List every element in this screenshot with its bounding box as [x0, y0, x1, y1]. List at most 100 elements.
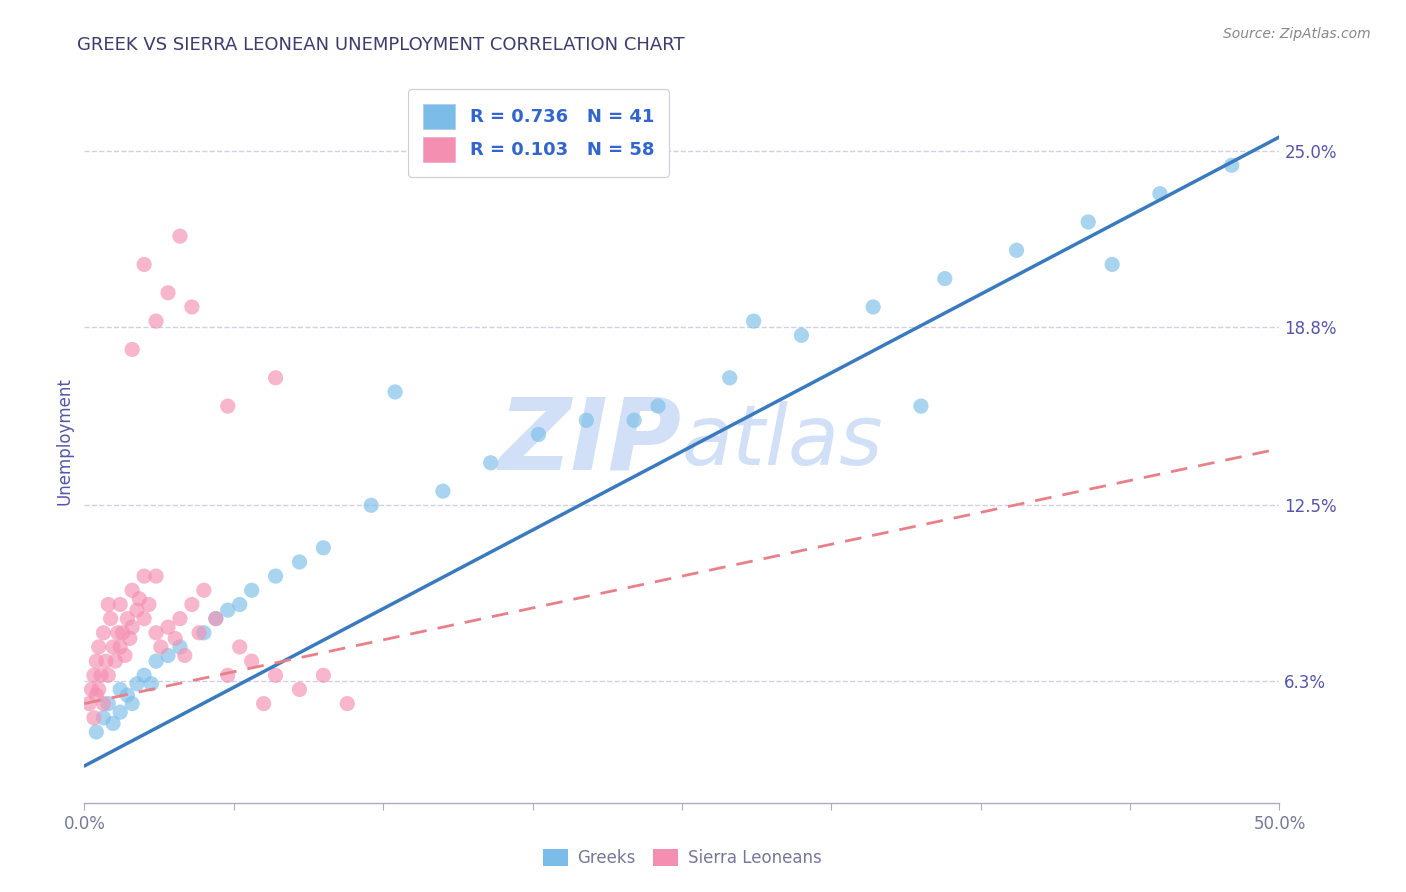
- Point: [181, 598, 204, 612]
- Point: [128, 591, 150, 606]
- Point: [934, 271, 956, 285]
- Point: [169, 229, 191, 244]
- Point: [114, 648, 136, 663]
- Point: [118, 632, 141, 646]
- Point: [121, 620, 143, 634]
- Point: [145, 314, 167, 328]
- Point: [132, 257, 156, 271]
- Point: [862, 300, 884, 314]
- Point: [87, 682, 110, 697]
- Point: [169, 612, 191, 626]
- Point: [110, 682, 132, 697]
- Point: [173, 648, 195, 663]
- Point: [132, 668, 156, 682]
- Point: [121, 697, 143, 711]
- Point: [93, 625, 115, 640]
- Point: [117, 612, 139, 626]
- Point: [138, 598, 160, 612]
- Point: [110, 705, 132, 719]
- Point: [264, 371, 287, 385]
- Point: [93, 711, 115, 725]
- Point: [264, 668, 287, 682]
- Point: [110, 640, 132, 654]
- Point: [1005, 244, 1028, 258]
- Point: [97, 697, 120, 711]
- Text: atlas: atlas: [682, 401, 883, 482]
- Point: [80, 682, 103, 697]
- Point: [312, 668, 335, 682]
- Point: [1149, 186, 1171, 201]
- Point: [132, 569, 156, 583]
- Point: [647, 399, 669, 413]
- Point: [111, 625, 134, 640]
- Point: [101, 640, 124, 654]
- Point: [229, 598, 252, 612]
- Point: [312, 541, 335, 555]
- Point: [110, 598, 132, 612]
- Point: [240, 654, 263, 668]
- Point: [145, 654, 167, 668]
- Point: [145, 625, 167, 640]
- Point: [718, 371, 741, 385]
- Point: [97, 668, 120, 682]
- Point: [288, 555, 311, 569]
- Point: [575, 413, 598, 427]
- Point: [165, 632, 187, 646]
- Point: [97, 598, 120, 612]
- Point: [101, 716, 124, 731]
- Point: [1220, 158, 1243, 172]
- Point: [193, 625, 215, 640]
- Point: [229, 640, 252, 654]
- Point: [145, 569, 167, 583]
- Text: GREEK VS SIERRA LEONEAN UNEMPLOYMENT CORRELATION CHART: GREEK VS SIERRA LEONEAN UNEMPLOYMENT COR…: [77, 36, 685, 54]
- Point: [217, 668, 239, 682]
- Legend: Greeks, Sierra Leoneans: Greeks, Sierra Leoneans: [536, 842, 828, 874]
- Point: [83, 668, 105, 682]
- Point: [193, 583, 215, 598]
- Point: [205, 612, 228, 626]
- Point: [217, 399, 239, 413]
- Point: [125, 677, 148, 691]
- Point: [742, 314, 765, 328]
- Point: [141, 677, 163, 691]
- Point: [157, 620, 180, 634]
- Point: [100, 612, 122, 626]
- Point: [149, 640, 172, 654]
- Point: [125, 603, 148, 617]
- Point: [83, 711, 105, 725]
- Text: Source: ZipAtlas.com: Source: ZipAtlas.com: [1223, 27, 1371, 41]
- Point: [384, 384, 406, 399]
- Point: [527, 427, 550, 442]
- Point: [264, 569, 287, 583]
- Point: [432, 484, 454, 499]
- Point: [623, 413, 645, 427]
- Point: [157, 285, 180, 300]
- Point: [93, 697, 115, 711]
- Point: [77, 697, 100, 711]
- Point: [132, 612, 156, 626]
- Point: [288, 682, 311, 697]
- Point: [87, 640, 110, 654]
- Point: [107, 625, 129, 640]
- Y-axis label: Unemployment: Unemployment: [55, 377, 73, 506]
- Point: [86, 654, 108, 668]
- Point: [86, 725, 108, 739]
- Point: [253, 697, 276, 711]
- Point: [790, 328, 813, 343]
- Point: [336, 697, 359, 711]
- Point: [169, 640, 191, 654]
- Point: [94, 654, 117, 668]
- Point: [117, 688, 139, 702]
- Point: [205, 612, 228, 626]
- Point: [217, 603, 239, 617]
- Point: [121, 343, 143, 357]
- Point: [1101, 257, 1123, 271]
- Point: [181, 300, 204, 314]
- Point: [90, 668, 112, 682]
- Point: [360, 498, 382, 512]
- Point: [104, 654, 127, 668]
- Point: [157, 648, 180, 663]
- Point: [86, 688, 108, 702]
- Text: ZIP: ZIP: [499, 393, 682, 490]
- Point: [188, 625, 211, 640]
